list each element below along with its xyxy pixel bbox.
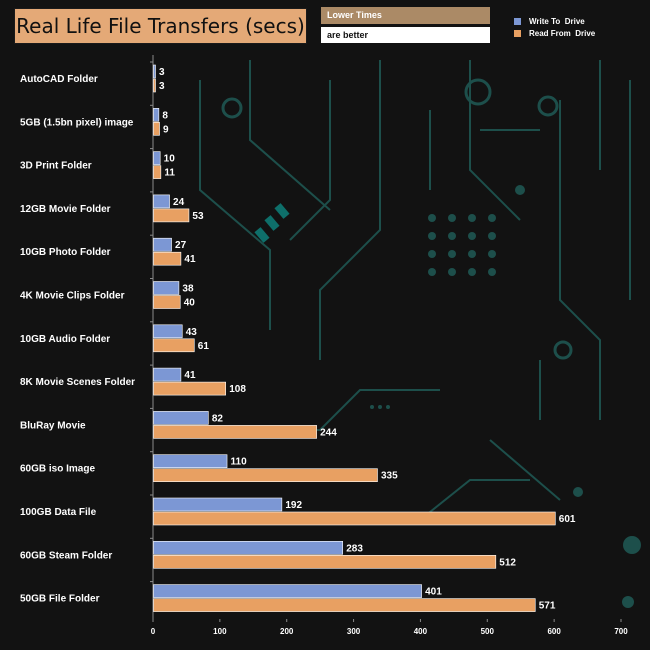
legend-label-read: Read From Drive xyxy=(529,28,596,38)
bar-read xyxy=(153,122,160,136)
legend-item-write: Write To Drive xyxy=(514,15,595,27)
x-tick-label: 300 xyxy=(347,627,361,636)
value-label-write: 192 xyxy=(285,500,302,511)
legend-swatch-read xyxy=(514,29,521,37)
bar-write xyxy=(153,281,180,295)
bar-read xyxy=(153,425,317,439)
category-label: 8K Movie Scenes Folder xyxy=(20,377,135,388)
bar-read xyxy=(153,165,162,179)
bar-read xyxy=(153,78,156,93)
bar-read xyxy=(153,468,378,483)
bar-read xyxy=(153,208,190,223)
bar-write xyxy=(153,237,172,252)
bar-read xyxy=(153,338,195,353)
legend-label-write: Write To Drive xyxy=(529,16,585,26)
bar-read xyxy=(153,381,227,396)
category-label: 100GB Data File xyxy=(20,507,97,518)
category-label: 10GB Photo Folder xyxy=(20,247,111,258)
legend: Write To Drive Read From Drive xyxy=(514,15,595,39)
value-label-write: 41 xyxy=(184,370,196,381)
chart-title: Real Life File Transfers (secs) xyxy=(16,14,305,38)
bar-write xyxy=(153,454,228,469)
value-label-read: 244 xyxy=(320,427,337,438)
bar-write xyxy=(153,108,160,122)
value-label-write: 10 xyxy=(164,154,176,165)
value-label-read: 40 xyxy=(184,298,196,309)
legend-swatch-write xyxy=(514,17,521,25)
value-label-write: 401 xyxy=(425,587,442,598)
bar-read xyxy=(153,251,182,266)
value-label-read: 335 xyxy=(381,471,398,482)
value-label-write: 38 xyxy=(182,284,194,295)
value-label-read: 601 xyxy=(559,514,576,525)
value-label-read: 9 xyxy=(163,124,169,135)
value-label-read: 11 xyxy=(164,168,175,179)
value-label-write: 24 xyxy=(173,197,185,208)
value-label-write: 27 xyxy=(175,240,187,251)
category-label: 60GB Steam Folder xyxy=(20,550,112,561)
x-tick-label: 400 xyxy=(414,627,428,636)
category-label: BluRay Movie xyxy=(20,420,86,431)
x-tick-label: 100 xyxy=(213,627,227,636)
value-label-read: 61 xyxy=(198,341,210,352)
bar-write xyxy=(153,540,344,555)
legend-item-read: Read From Drive xyxy=(514,27,595,39)
category-label: 12GB Movie Folder xyxy=(20,204,111,215)
bar-write xyxy=(153,367,182,382)
category-label: 60GB iso Image xyxy=(20,464,95,475)
category-label: AutoCAD Folder xyxy=(20,74,98,85)
category-label: 50GB File Folder xyxy=(20,594,100,605)
value-label-read: 571 xyxy=(539,601,556,612)
value-label-write: 283 xyxy=(346,543,363,554)
x-tick-label: 600 xyxy=(547,627,561,636)
value-label-write: 3 xyxy=(159,67,165,78)
category-label: 3D Print Folder xyxy=(20,161,92,172)
bar-write xyxy=(153,194,170,209)
x-tick-label: 0 xyxy=(151,627,156,636)
x-tick-label: 500 xyxy=(481,627,495,636)
bar-write xyxy=(153,411,209,425)
bar-write xyxy=(153,64,156,79)
value-label-write: 43 xyxy=(186,327,198,338)
x-tick-label: 200 xyxy=(280,627,294,636)
value-label-read: 41 xyxy=(184,254,196,265)
bar-write xyxy=(153,584,422,598)
value-label-write: 8 xyxy=(162,110,168,121)
category-label: 10GB Audio Folder xyxy=(20,334,110,345)
value-label-read: 108 xyxy=(229,384,246,395)
value-label-write: 82 xyxy=(212,413,224,424)
value-label-write: 110 xyxy=(231,457,248,468)
note-lower-times: Lower Times xyxy=(321,7,490,24)
category-label: 4K Movie Clips Folder xyxy=(20,291,125,302)
chart-title-box: Real Life File Transfers (secs) xyxy=(14,8,307,44)
x-tick-label: 700 xyxy=(614,627,628,636)
value-label-read: 53 xyxy=(192,211,204,222)
bar-read xyxy=(153,598,536,612)
value-label-read: 3 xyxy=(159,81,165,92)
value-label-read: 512 xyxy=(499,557,516,568)
bar-read xyxy=(153,511,556,526)
note-are-better: are better xyxy=(321,27,490,43)
bar-write xyxy=(153,151,161,165)
bar-read xyxy=(153,295,181,309)
bar-read xyxy=(153,554,497,569)
bar-write xyxy=(153,324,183,339)
category-label: 5GB (1.5bn pixel) image xyxy=(20,117,134,128)
bar-write xyxy=(153,497,283,512)
